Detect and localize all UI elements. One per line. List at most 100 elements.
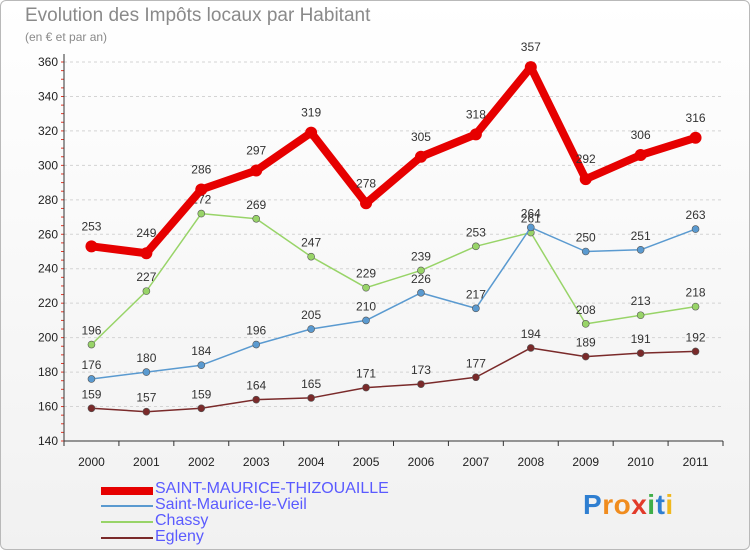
legend-swatch — [101, 505, 153, 507]
data-point — [472, 304, 480, 313]
logo-letter: P — [583, 489, 603, 520]
data-label: 173 — [411, 363, 431, 377]
data-point — [85, 240, 98, 253]
data-label: 278 — [356, 176, 376, 190]
legend-label: Saint-Maurice-le-Vieil — [155, 496, 307, 513]
data-point — [307, 252, 315, 261]
data-label: 297 — [246, 144, 266, 158]
data-point — [526, 344, 535, 352]
data-label: 253 — [81, 219, 101, 233]
x-tick-label: 2010 — [627, 455, 654, 469]
data-point — [140, 247, 153, 260]
x-tick-label: 2004 — [298, 455, 325, 469]
chart-subtitle: (en € et par an) — [25, 30, 108, 44]
y-tick-label: 280 — [38, 193, 58, 207]
y-tick-label: 300 — [38, 158, 58, 172]
data-point — [87, 375, 96, 383]
y-tick-label: 220 — [38, 296, 58, 310]
x-tick-label: 2005 — [353, 455, 380, 469]
series-line — [90, 63, 697, 258]
data-point — [360, 197, 373, 210]
data-label: 217 — [466, 287, 486, 301]
data-label: 253 — [466, 225, 486, 239]
data-point — [195, 183, 208, 196]
chart-title: Evolution des Impôts locaux par Habitant — [25, 5, 371, 26]
data-point — [362, 316, 370, 325]
data-label: 180 — [136, 351, 156, 365]
y-tick-label: 160 — [38, 400, 58, 414]
data-point — [252, 395, 261, 404]
data-label: 305 — [411, 130, 431, 144]
data-label: 159 — [81, 387, 101, 401]
x-tick-label: 2009 — [572, 455, 599, 469]
data-point — [581, 352, 590, 361]
data-label: 318 — [466, 107, 486, 121]
data-label: 286 — [191, 162, 211, 176]
legend-label: SAINT-MAURICE-THIZOUAILLE — [155, 480, 389, 497]
x-tick-label: 2011 — [683, 455, 709, 469]
x-tick-label: 2000 — [78, 455, 105, 469]
data-point — [307, 325, 315, 333]
data-label: 171 — [356, 367, 376, 381]
data-label: 263 — [686, 208, 706, 222]
legend-label: Egleny — [155, 528, 204, 545]
x-tick-label: 2008 — [517, 455, 544, 469]
series-line — [91, 226, 696, 380]
data-point — [636, 311, 645, 320]
logo-letter: o — [613, 489, 632, 520]
legend-label: Chassy — [155, 512, 209, 529]
logo-letter: i — [647, 489, 656, 520]
data-label: 196 — [246, 324, 266, 338]
y-tick-label: 320 — [38, 124, 58, 138]
data-point — [87, 404, 96, 413]
data-label: 264 — [521, 206, 541, 220]
data-point — [581, 320, 590, 328]
data-label: 226 — [411, 272, 431, 286]
data-point — [142, 368, 151, 376]
logo-letter: r — [602, 489, 614, 520]
data-label: 208 — [576, 303, 596, 317]
data-label: 213 — [631, 294, 651, 308]
data-label: 159 — [191, 387, 211, 401]
data-point — [634, 149, 647, 162]
data-label: 250 — [576, 231, 596, 245]
data-point — [307, 394, 315, 402]
data-label: 357 — [521, 40, 541, 54]
data-point — [417, 289, 425, 297]
logo-letter: x — [631, 489, 648, 520]
series-line — [90, 212, 696, 346]
data-label: 194 — [521, 327, 541, 341]
logo-letter: i — [665, 489, 674, 520]
data-label: 189 — [576, 336, 596, 350]
y-tick-label: 340 — [38, 89, 58, 103]
x-tick-label: 2001 — [133, 455, 160, 469]
data-point — [87, 340, 96, 349]
data-label: 184 — [191, 344, 211, 358]
data-label: 306 — [631, 128, 651, 142]
data-label: 239 — [411, 249, 431, 263]
data-label: 192 — [686, 330, 706, 344]
y-tick-label: 260 — [38, 227, 58, 241]
data-point — [691, 302, 700, 311]
data-point — [691, 347, 700, 356]
x-tick-label: 2002 — [188, 455, 215, 469]
data-label: 229 — [356, 267, 376, 281]
data-label: 261 — [521, 212, 541, 226]
data-point — [636, 349, 645, 357]
legend-swatch — [101, 537, 153, 539]
data-label: 227 — [136, 270, 156, 284]
data-point — [472, 373, 480, 382]
data-point — [469, 128, 482, 141]
data-label: 191 — [631, 332, 651, 346]
data-point — [526, 223, 535, 232]
data-label: 164 — [246, 379, 266, 393]
data-point — [691, 225, 700, 233]
data-label: 157 — [136, 391, 156, 405]
legend-swatch — [101, 521, 153, 523]
data-label: 165 — [301, 377, 321, 391]
y-tick-label: 140 — [38, 434, 58, 448]
legend-swatch — [101, 487, 153, 495]
data-point — [472, 242, 480, 251]
data-point — [362, 383, 370, 392]
